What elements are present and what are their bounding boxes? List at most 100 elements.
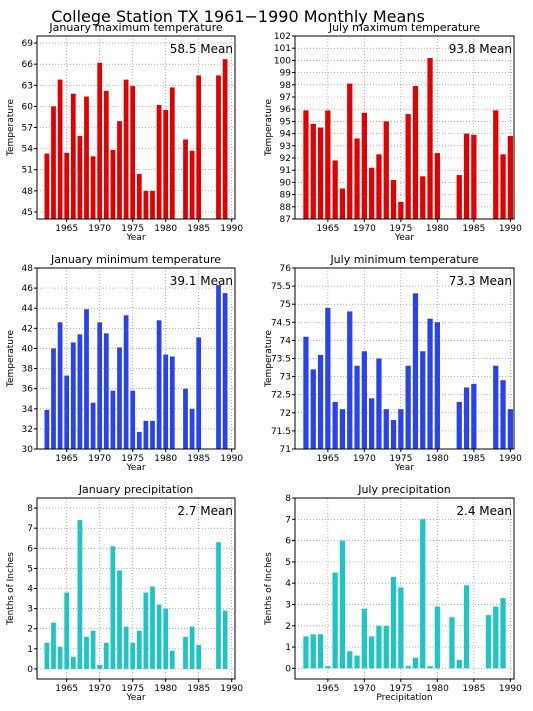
bar-1974 (123, 79, 129, 219)
y-tick-label: 7 (285, 515, 291, 525)
bar-1980 (163, 109, 169, 219)
y-tick-label: 94 (280, 130, 292, 140)
bar-1969 (90, 630, 96, 669)
bar-1968 (84, 96, 89, 219)
bar-1966 (70, 342, 76, 449)
y-tick-label: 40 (22, 344, 34, 354)
x-tick-label: 1980 (154, 224, 177, 234)
bar-1975 (398, 409, 404, 449)
x-tick-label: 1985 (462, 454, 485, 464)
bar-1980 (434, 153, 440, 219)
bar-1976 (405, 666, 411, 669)
bar-1979 (427, 57, 433, 220)
bar-1980 (163, 608, 169, 669)
x-axis-label: Year (125, 463, 145, 473)
bar-1963 (310, 634, 316, 669)
x-tick-label: 1970 (88, 684, 111, 694)
bar-1983 (183, 388, 188, 449)
bar-1981 (169, 356, 175, 449)
bar-1989 (500, 380, 506, 449)
y-tick-label: 72.5 (271, 391, 291, 401)
panel-title: January minimum temperature (50, 253, 221, 266)
bar-1979 (156, 104, 162, 219)
y-axis-label: Tenths of Inches (6, 552, 16, 626)
jul-precip-chart: 0 1 2 3 4 5 6 7 8 1965 1970 1975 1980 1985 1990 July pr… (264, 483, 522, 703)
bar-1975 (398, 201, 404, 219)
bar-1978 (150, 420, 155, 449)
bar-1975 (130, 642, 136, 669)
x-tick-label: 1970 (353, 454, 376, 464)
mean-label: 93.8 Mean (449, 42, 512, 56)
bar-1977 (412, 86, 419, 220)
y-tick-label: 5 (285, 558, 291, 568)
x-tick-label: 1970 (353, 224, 376, 234)
y-tick-label: 90 (280, 178, 292, 188)
bar-1985 (196, 644, 202, 669)
y-tick-label: 99 (280, 69, 292, 79)
y-axis-label: Tenths of Inches (264, 552, 274, 626)
bar-1984 (189, 150, 195, 219)
bar-1971 (103, 642, 109, 669)
bar-1982 (449, 617, 455, 669)
bar-1971 (369, 167, 375, 219)
mean-label: 39.1 Mean (170, 274, 233, 288)
bar-1985 (471, 383, 477, 449)
bar-1963 (310, 123, 316, 219)
bar-1977 (143, 420, 149, 449)
bar-1985 (196, 337, 202, 449)
x-tick-label: 1975 (389, 224, 412, 234)
y-tick-label: 91 (280, 166, 291, 176)
mean-label: 2.7 Mean (177, 504, 233, 518)
bar-1990 (507, 136, 513, 219)
bar-1967 (77, 520, 83, 669)
bar-1964 (57, 79, 63, 219)
bar-1990 (507, 409, 513, 449)
y-tick-label: 8 (285, 494, 291, 504)
bar-1973 (383, 121, 389, 219)
bar-1973 (383, 625, 389, 669)
bar-1970 (361, 351, 367, 449)
x-axis-label: Year (394, 233, 414, 243)
bar-1963 (51, 622, 56, 669)
bar-1985 (471, 134, 477, 219)
x-axis-label: Year (394, 463, 414, 473)
bar-1969 (90, 156, 96, 219)
y-tick-label: 38 (22, 365, 34, 375)
y-axis-label: Temperature (264, 99, 274, 157)
y-tick-label: 75 (280, 300, 291, 310)
panel-title: July minimum temperature (329, 253, 478, 266)
bar-1973 (117, 570, 122, 669)
bar-1968 (347, 311, 353, 449)
x-tick-label: 1965 (316, 224, 339, 234)
jul-min-temp-chart: 71 71.5 72 72.5 73 73.5 74 74.5 75 75.5 76 1965 1970… (264, 253, 522, 473)
y-axis-label: Temperature (6, 330, 16, 388)
x-axis-label: Year (125, 693, 145, 703)
bar-1987 (485, 615, 492, 669)
bar-1966 (332, 160, 338, 219)
x-tick-label: 1970 (353, 684, 376, 694)
y-tick-label: 74 (280, 336, 292, 346)
x-tick-label: 1965 (316, 454, 339, 464)
bar-1963 (51, 106, 56, 219)
bar-1975 (130, 390, 136, 449)
x-tick-label: 1980 (426, 224, 449, 234)
y-tick-label: 3 (285, 600, 291, 610)
bar-1964 (317, 354, 324, 449)
y-tick-label: 57 (22, 124, 33, 134)
y-tick-label: 97 (280, 93, 291, 103)
x-tick-label: 1980 (154, 454, 177, 464)
bar-1963 (310, 369, 316, 449)
y-tick-label: 96 (280, 105, 292, 115)
y-tick-label: 93 (280, 142, 291, 152)
bar-1976 (136, 431, 142, 449)
bar-1988 (493, 365, 499, 449)
bar-1967 (77, 334, 83, 449)
bar-1967 (339, 409, 346, 449)
bar-1968 (84, 636, 89, 669)
bar-1967 (77, 135, 83, 219)
bar-1979 (156, 320, 162, 449)
bar-1974 (390, 420, 397, 449)
y-tick-label: 3 (27, 605, 33, 615)
bar-1969 (354, 365, 360, 449)
